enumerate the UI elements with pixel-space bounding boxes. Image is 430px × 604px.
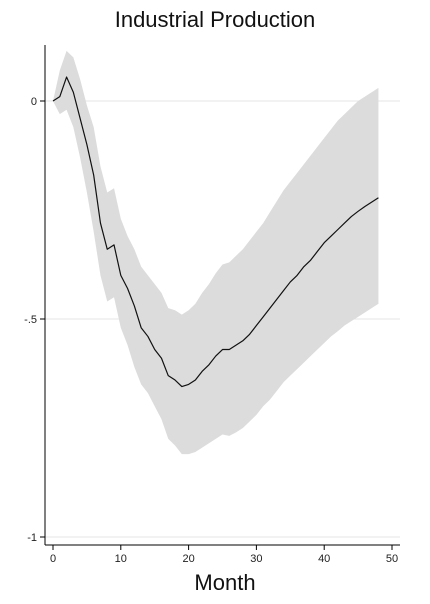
y-tick-label-2: -1 xyxy=(27,532,37,544)
confidence-band xyxy=(53,50,379,455)
chart-title: Industrial Production xyxy=(114,7,316,32)
series-line xyxy=(52,76,379,388)
x-axis-label: Month xyxy=(194,570,256,595)
x-tick-label-1: 10 xyxy=(115,553,127,565)
x-tick-label-4: 40 xyxy=(318,553,330,565)
y-tick-label-1: -.5 xyxy=(24,314,37,326)
x-tick-label-5: 50 xyxy=(386,553,398,565)
x-tick-label-3: 30 xyxy=(250,553,262,565)
y-tick-label-0: 0 xyxy=(31,96,37,108)
x-tick-label-0: 0 xyxy=(50,553,56,565)
x-tick-label-2: 20 xyxy=(182,553,194,565)
